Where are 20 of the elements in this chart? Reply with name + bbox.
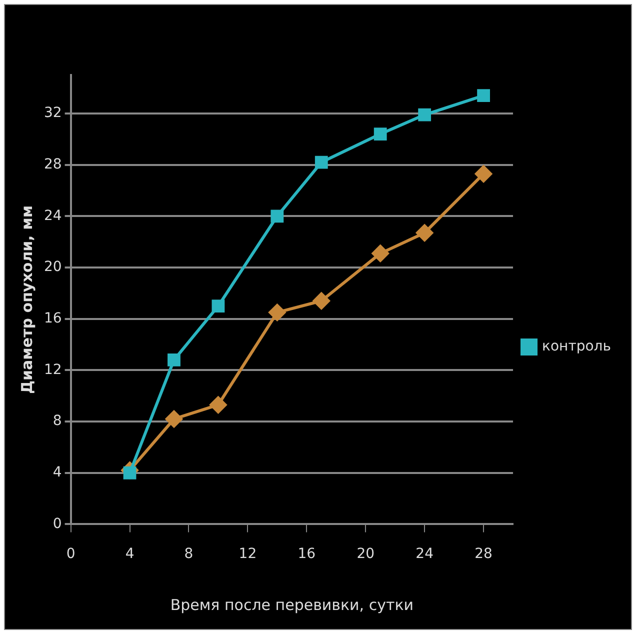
x-tick-label: 4 bbox=[125, 546, 134, 562]
y-tick-label: 20 bbox=[44, 259, 62, 276]
x-tick-label: 16 bbox=[298, 546, 316, 562]
y-tick-label: 24 bbox=[44, 208, 62, 224]
x-tick-label: 0 bbox=[66, 546, 76, 562]
y-tick-label: 4 bbox=[52, 464, 62, 481]
legend-label: контроль bbox=[542, 338, 612, 355]
y-tick-label: 12 bbox=[44, 362, 62, 378]
x-tick-label: 8 bbox=[184, 546, 194, 562]
x-axis-title: Время после перевивки, сутки bbox=[170, 596, 414, 614]
y-axis-title: Диаметр опухоли, мм bbox=[18, 205, 36, 394]
x-tick-label: 24 bbox=[416, 546, 434, 562]
y-tick-label: 32 bbox=[44, 105, 62, 122]
y-tick-label: 16 bbox=[44, 310, 62, 326]
y-tick-label: 0 bbox=[52, 516, 62, 532]
x-tick-label: 28 bbox=[474, 546, 492, 562]
x-tick-label: 20 bbox=[356, 546, 375, 562]
y-tick-label: 8 bbox=[52, 413, 62, 430]
y-tick-label: 28 bbox=[44, 156, 62, 172]
x-tick-label: 12 bbox=[238, 546, 257, 562]
